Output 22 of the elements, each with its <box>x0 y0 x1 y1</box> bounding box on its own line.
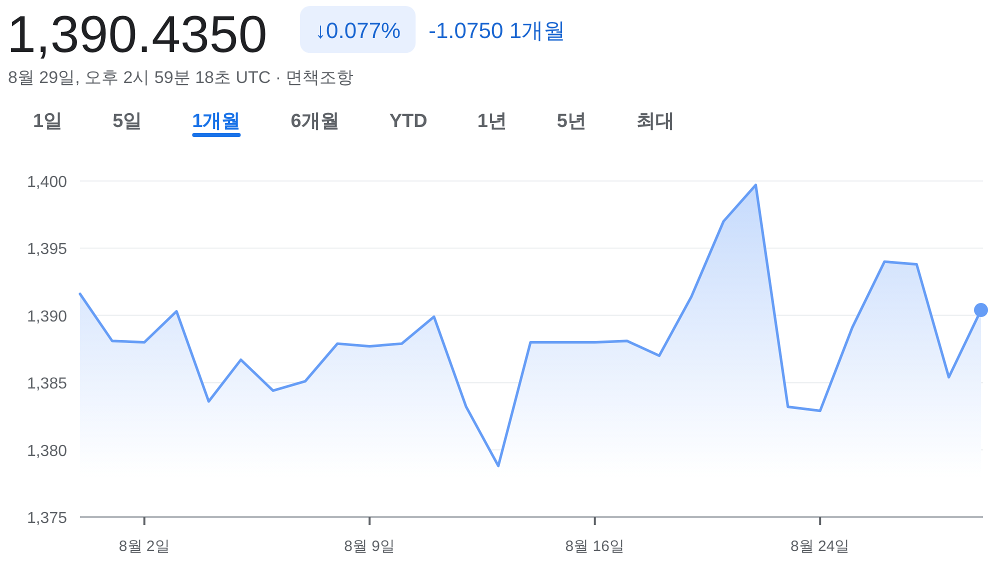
tab-label: 1년 <box>477 111 507 132</box>
tab-label: YTD <box>389 111 428 132</box>
tab-label: 6개월 <box>290 111 340 132</box>
title: 1,390.4350 <box>7 6 268 64</box>
tab-label: 최대 <box>636 111 674 132</box>
y-tick-label: 1,390 <box>26 308 68 326</box>
y-tick-label: 1,395 <box>26 241 68 258</box>
tab-label: 5일 <box>112 111 142 132</box>
badge: ↓0.077% <box>300 6 416 53</box>
tab-label: 1일 <box>33 111 63 132</box>
x-tick-label: 8월 24일 <box>790 538 850 555</box>
change-label: -1.0750 1개월 <box>428 18 566 43</box>
x-tick-label: 8월 2일 <box>118 538 170 555</box>
x-tick-label: 8월 9일 <box>344 538 396 555</box>
y-tick-label: 1,380 <box>26 442 68 460</box>
y-tick-label: 1,375 <box>26 510 68 527</box>
tab-label: 1개월 <box>192 111 241 132</box>
y-tick-label: 1,385 <box>26 376 68 393</box>
x-tick-label: 8월 16일 <box>565 538 624 555</box>
y-tick-label: 1,400 <box>26 174 68 191</box>
tab-label: 5년 <box>556 111 586 132</box>
subtitle: 8월 29일, 오후 2시 59분 18초 UTC · 면책조항 <box>8 68 354 87</box>
